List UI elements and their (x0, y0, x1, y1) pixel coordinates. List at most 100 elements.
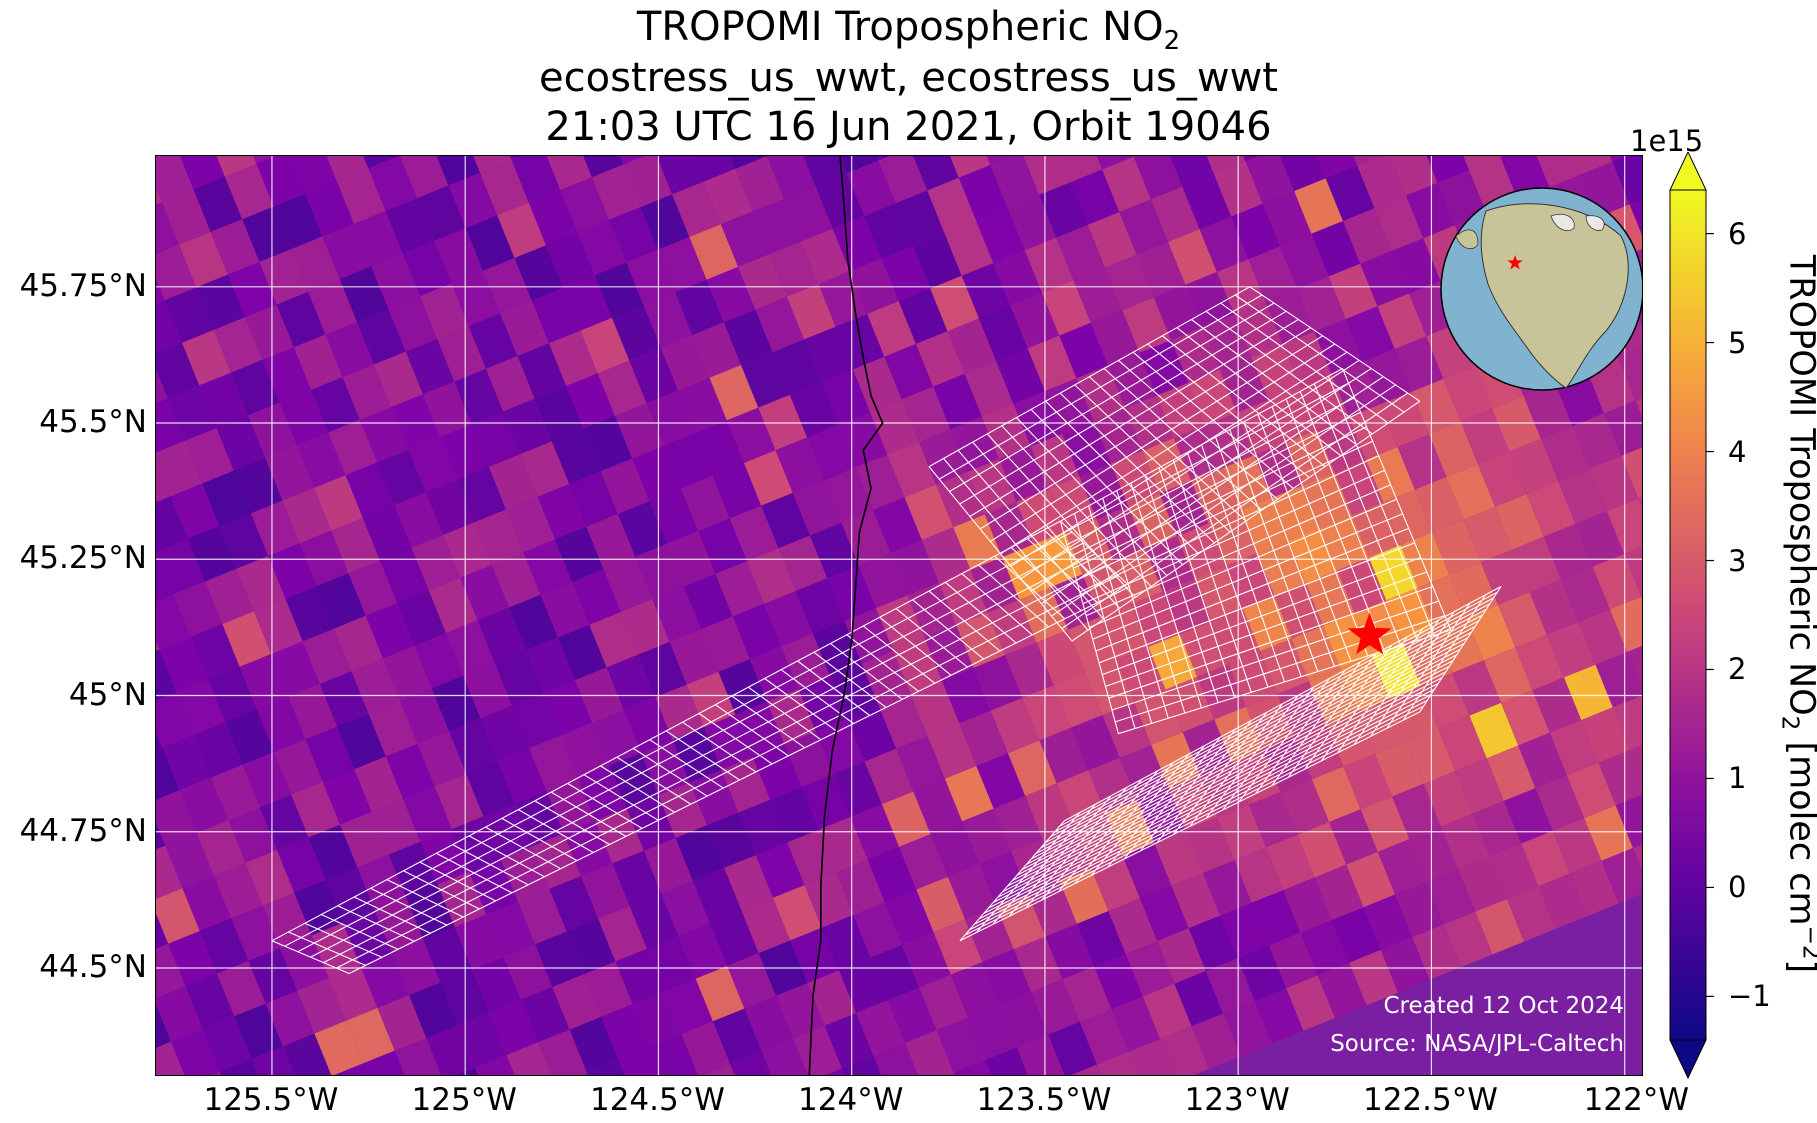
no2-pixel (434, 228, 483, 284)
no2-pixel (586, 1059, 625, 1075)
no2-pixel (927, 177, 976, 234)
no2-pixel (1449, 562, 1499, 618)
no2-pixel (179, 156, 225, 190)
no2-pixel (190, 624, 240, 680)
footprint-mesh (271, 520, 1131, 975)
colorbar (1669, 152, 1714, 1080)
no2-pixel (861, 650, 911, 707)
no2-pixel (262, 347, 312, 403)
no2-pixel (491, 552, 541, 608)
no2-pixel (451, 816, 501, 872)
no2-pixel (953, 1060, 992, 1075)
no2-pixel (1024, 237, 1074, 293)
no2-pixel (1168, 774, 1218, 831)
no2-pixel (1609, 596, 1642, 652)
no2-pixel (1205, 412, 1255, 468)
no2-pixel (1417, 574, 1467, 631)
no2-pixel (1349, 949, 1398, 1006)
no2-pixel (775, 437, 825, 493)
no2-pixel (832, 216, 882, 272)
no2-pixel (371, 253, 420, 309)
title-text: TROPOMI Tropospheric NO (636, 4, 1164, 50)
no2-pixel (497, 202, 546, 258)
no2-pixel (473, 156, 512, 173)
no2-pixel (632, 991, 682, 1047)
inset-globe (1440, 187, 1642, 391)
no2-pixel (1538, 873, 1588, 929)
no2-pixel (1535, 775, 1585, 831)
no2-pixel (709, 365, 759, 421)
no2-pixel (1269, 932, 1318, 989)
no2-pixel (930, 821, 980, 877)
no2-pixel (219, 1058, 258, 1075)
no2-pixel (302, 628, 352, 684)
no2-pixel (626, 249, 676, 306)
no2-pixel (664, 978, 713, 1035)
no2-pixel (322, 223, 372, 280)
no2-pixel (402, 240, 452, 297)
no2-pixel (918, 429, 968, 485)
no2-pixel (211, 764, 260, 821)
no2-pixel (485, 356, 535, 412)
no2-pixel (895, 190, 945, 246)
no2-pixel (1475, 899, 1525, 955)
no2-pixel (554, 526, 604, 583)
no2-pixel (689, 224, 739, 280)
no2-pixel (538, 1029, 587, 1075)
no2-pixel (1411, 378, 1461, 435)
no2-pixel (961, 263, 1011, 319)
no2-pixel (296, 432, 346, 488)
no2-pixel (543, 680, 593, 736)
no2-pixel (1016, 1034, 1065, 1075)
no2-pixel (727, 953, 776, 1009)
no2-pixel (342, 364, 392, 420)
no2-pixel (755, 296, 805, 353)
no2-pixel (308, 279, 357, 335)
no2-pixel (744, 995, 794, 1052)
no2-pixel (913, 156, 959, 191)
no2-pixel (276, 291, 326, 348)
no2-pixel (305, 181, 354, 237)
map-panel[interactable]: Created 12 Oct 2024 Source: NASA/JPL-Cal… (155, 155, 1643, 1076)
no2-pixel (947, 318, 997, 374)
no2-pixel (1096, 156, 1134, 170)
no2-pixel (305, 726, 355, 782)
no2-pixel (1245, 156, 1295, 204)
no2-pixel (1139, 340, 1189, 396)
no2-pixel (425, 479, 475, 535)
no2-pixel (612, 305, 661, 361)
no2-pixel (161, 189, 211, 245)
no2-pixel (328, 965, 378, 1021)
no2-pixel (1254, 988, 1304, 1044)
map-canvas[interactable] (156, 156, 1643, 1076)
no2-pixel (1122, 843, 1172, 899)
no2-pixel (325, 321, 375, 378)
no2-pixel (1070, 169, 1120, 225)
no2-pixel (1280, 156, 1326, 192)
no2-pixel (1440, 813, 1490, 870)
no2-pixel (580, 863, 630, 919)
no2-pixel (968, 1004, 1017, 1061)
no2-pixel (230, 359, 280, 416)
no2-pixel (1073, 267, 1123, 323)
no2-pixel (156, 594, 191, 650)
no2-pixel (216, 960, 266, 1017)
no2-pixel (334, 615, 383, 672)
no2-pixel (448, 718, 498, 774)
no2-pixel (1458, 856, 1507, 912)
no2-pixel (297, 978, 346, 1034)
no2-pixel (986, 156, 1013, 165)
no2-pixel (899, 834, 948, 890)
no2-pixel (528, 189, 578, 246)
no2-pixel (1629, 199, 1642, 236)
no2-pixel (1498, 592, 1547, 648)
no2-pixel (156, 986, 203, 1042)
no2-pixel (336, 168, 386, 224)
no2-pixel (377, 449, 426, 506)
no2-pixel (446, 620, 495, 676)
no2-pixel (423, 927, 473, 983)
no2-pixel (468, 313, 518, 369)
no2-pixel (156, 913, 169, 949)
no2-pixel (1569, 860, 1619, 917)
no2-pixel (735, 701, 785, 758)
